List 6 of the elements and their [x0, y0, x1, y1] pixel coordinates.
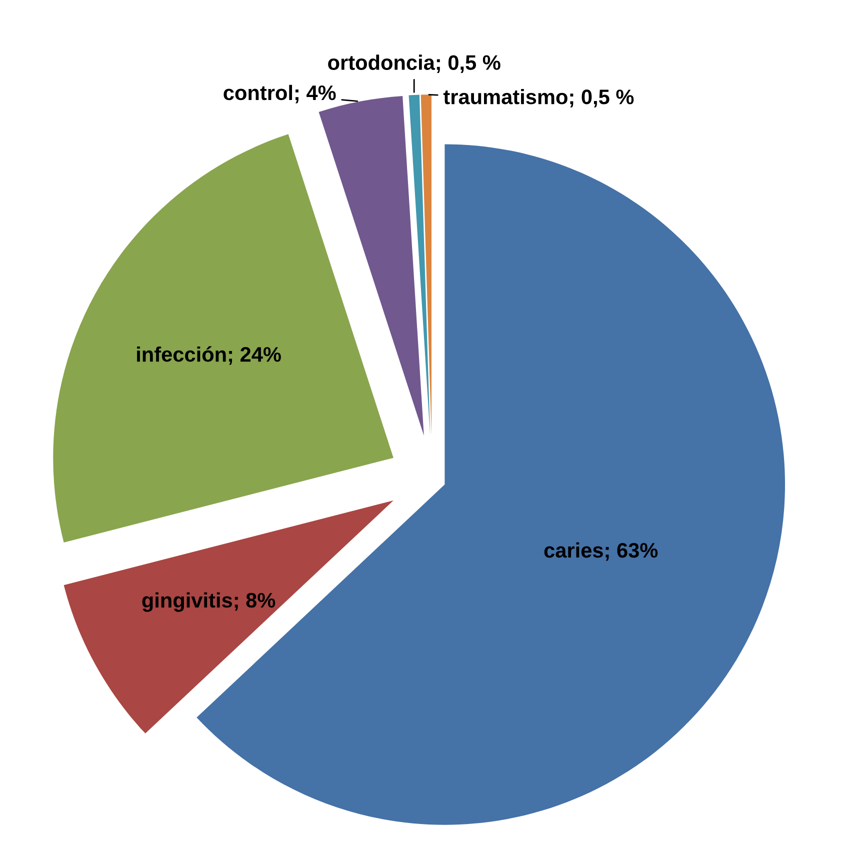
- slice-label: gingivitis; 8%: [142, 592, 276, 612]
- slice-label: control; 4%: [224, 84, 336, 104]
- slice-label: ortodoncia; 0,5 %: [328, 54, 500, 73]
- slice-label: infección; 24%: [137, 346, 281, 365]
- slice-label: caries; 63%: [544, 542, 658, 561]
- slice-label: traumatismo; 0,5 %: [443, 89, 634, 108]
